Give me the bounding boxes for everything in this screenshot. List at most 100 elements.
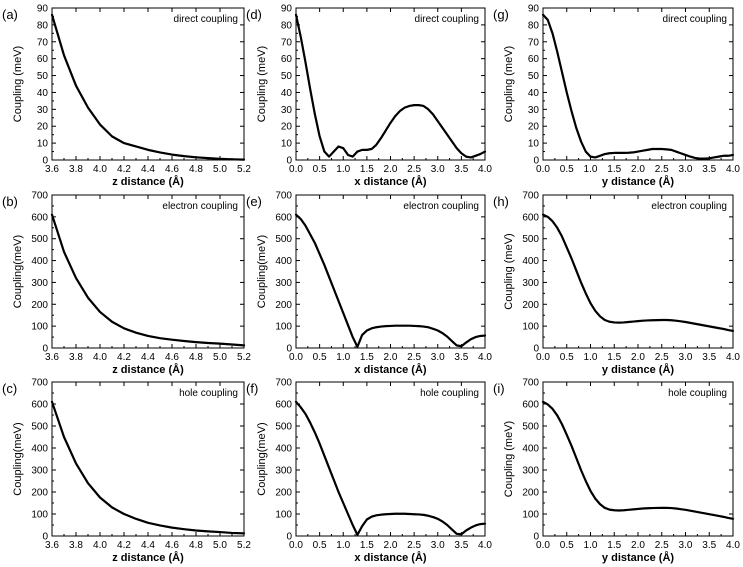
y-tick-label: 60 (528, 54, 540, 65)
x-tick-label: 3.8 (69, 352, 83, 363)
y-tick-label: 500 (275, 234, 292, 245)
x-tick-label: 1.0 (336, 540, 350, 551)
x-axis-label: y distance (Å) (602, 363, 674, 376)
plot-frame (295, 7, 486, 161)
y-tick-label: 200 (522, 488, 539, 499)
y-axis-label: Coupling (meV) (503, 233, 515, 309)
panel-c: 3.6 3.8 4.0 4.2 4.4 4.6 4.8 5.0 5.2 0 100 200 300 400… (2, 378, 251, 565)
x-tick-label: 4.8 (189, 540, 203, 551)
x-axis-label: y distance (Å) (602, 551, 674, 564)
y-axis-label: Coupling (meV) (503, 46, 515, 122)
x-tick-label: 4.6 (165, 540, 179, 551)
x-tick-label: 4.0 (478, 164, 492, 175)
y-tick-label: 400 (31, 444, 48, 455)
x-tick-label: 4.0 (478, 352, 492, 363)
x-tick-label: 3.0 (679, 352, 693, 363)
y-tick-label: 700 (522, 378, 539, 389)
x-tick-label: 2.5 (407, 164, 421, 175)
x-tick-label: 1.0 (336, 164, 350, 175)
y-tick-label: 30 (37, 105, 49, 116)
y-tick-label: 700 (275, 191, 292, 202)
x-tick-label: 4.6 (165, 164, 179, 175)
x-tick-label: 3.8 (69, 164, 83, 175)
y-tick-label: 600 (275, 400, 292, 411)
x-tick-label: 4.2 (117, 164, 131, 175)
y-tick-label: 70 (37, 37, 49, 48)
x-tick-label: 1.5 (360, 540, 374, 551)
panel-b: 3.6 3.8 4.0 4.2 4.4 4.6 4.8 5.0 5.2 0 100 200 300 400… (2, 191, 251, 377)
x-tick-label: 0.0 (289, 352, 303, 363)
panel-e: 0.0 0.5 1.0 1.5 2.0 2.5 3.0 3.5 4.0 0 100 200 300 400… (246, 191, 492, 377)
x-tick-label: 3.0 (431, 164, 445, 175)
panel-d: 0.0 0.5 1.0 1.5 2.0 2.5 3.0 3.5 4.0 0 10 20 30 40 50 60… (246, 4, 492, 189)
y-tick-label: 100 (31, 322, 48, 333)
x-tick-label: 0.0 (289, 164, 303, 175)
panel-h: 0.0 0.5 1.0 1.5 2.0 2.5 3.0 3.5 4.0 0 100 200 300 400… (493, 191, 740, 377)
series-line (541, 400, 735, 520)
series-line (294, 400, 487, 537)
x-tick-label: 3.0 (679, 164, 693, 175)
x-tick-label: 1.0 (584, 352, 598, 363)
x-tick-label: 1.5 (607, 352, 621, 363)
x-tick-label: 4.4 (141, 164, 155, 175)
x-tick-label: 4.0 (726, 352, 740, 363)
y-axis-label: Coupling (meV) (12, 46, 24, 122)
x-axis-label: z distance (Å) (112, 363, 184, 376)
x-tick-label: 2.0 (631, 164, 645, 175)
y-tick-label: 80 (281, 20, 293, 31)
x-tick-label: 3.5 (702, 164, 716, 175)
y-axis-label: Coupling(meV) (12, 422, 24, 495)
x-tick-label: 4.4 (141, 352, 155, 363)
y-tick-label: 90 (281, 4, 293, 15)
y-tick-label: 400 (275, 256, 292, 267)
x-tick-label: 0.0 (536, 540, 550, 551)
x-tick-label: 0.5 (313, 540, 327, 551)
series-line (294, 13, 487, 159)
y-tick-label: 50 (281, 71, 293, 82)
x-tick-label: 4.0 (726, 164, 740, 175)
x-tick-label: 2.5 (655, 352, 669, 363)
y-axis-label: Coupling (meV) (503, 421, 515, 497)
panel-title: direct coupling (415, 14, 479, 25)
plot-frame (51, 7, 245, 161)
panel-label: (b) (2, 194, 18, 209)
y-tick-label: 0 (42, 156, 48, 167)
y-tick-label: 50 (528, 71, 540, 82)
x-tick-label: 0.5 (560, 540, 574, 551)
x-axis-label: z distance (Å) (112, 551, 184, 564)
x-tick-label: 2.0 (384, 540, 398, 551)
panel-g: 0.0 0.5 1.0 1.5 2.0 2.5 3.0 3.5 4.0 0 10 20 30 40 50 60… (493, 4, 740, 189)
x-tick-label: 3.6 (45, 164, 59, 175)
x-tick-label: 1.0 (336, 352, 350, 363)
y-tick-label: 10 (37, 139, 49, 150)
panel-label: (i) (493, 381, 505, 396)
y-tick-label: 500 (522, 422, 539, 433)
x-tick-label: 5.2 (237, 540, 251, 551)
panel-label: (d) (246, 7, 262, 22)
y-tick-label: 300 (522, 466, 539, 477)
x-tick-label: 0.5 (313, 164, 327, 175)
panel-title: direct coupling (663, 14, 727, 25)
x-tick-label: 1.5 (607, 540, 621, 551)
y-tick-label: 0 (533, 156, 539, 167)
x-axis-label: x distance (Å) (354, 175, 426, 188)
x-tick-label: 1.5 (360, 352, 374, 363)
x-axis-label: x distance (Å) (354, 551, 426, 564)
x-axis-label: x distance (Å) (354, 363, 426, 376)
y-tick-label: 200 (522, 300, 539, 311)
y-tick-label: 500 (522, 234, 539, 245)
x-tick-label: 0.0 (289, 540, 303, 551)
y-tick-label: 100 (31, 510, 48, 521)
x-tick-label: 4.8 (189, 352, 203, 363)
x-tick-label: 3.6 (45, 352, 59, 363)
y-tick-label: 200 (275, 300, 292, 311)
y-tick-label: 500 (275, 422, 292, 433)
x-tick-label: 4.0 (726, 540, 740, 551)
panel-i: 0.0 0.5 1.0 1.5 2.0 2.5 3.0 3.5 4.0 0 100 200 300 400… (493, 378, 740, 565)
y-tick-label: 50 (37, 71, 49, 82)
x-tick-label: 3.5 (454, 540, 468, 551)
panel-label: (g) (493, 7, 509, 22)
x-tick-label: 0.5 (560, 352, 574, 363)
x-tick-label: 4.0 (93, 352, 107, 363)
